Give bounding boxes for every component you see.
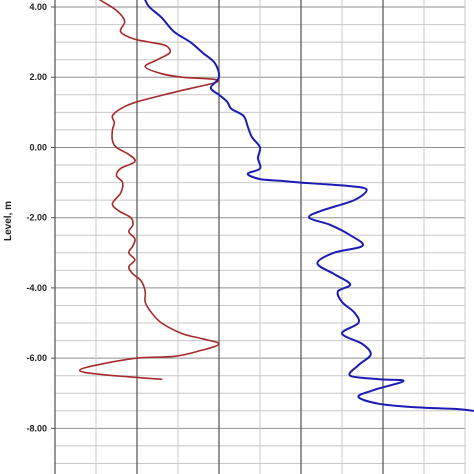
series-lines (78, 0, 474, 412)
y-tick-label: -4.00 (26, 283, 47, 293)
grid (54, 0, 466, 474)
y-tick-label: -2.00 (26, 213, 47, 223)
series-line-2 (144, 0, 474, 412)
y-axis-title: Level, m (3, 201, 14, 241)
y-tick-label: 4.00 (29, 2, 47, 12)
y-axis: 4.00 2.00 0.00 -2.00 -4.00 -6.00 -8.00 (26, 0, 56, 474)
y-tick-label: 0.00 (29, 142, 47, 152)
y-tick-label: -6.00 (26, 353, 47, 363)
y-tick-label: 2.00 (29, 72, 47, 82)
y-tick-label: -8.00 (26, 423, 47, 433)
series-line-1 (78, 0, 220, 380)
